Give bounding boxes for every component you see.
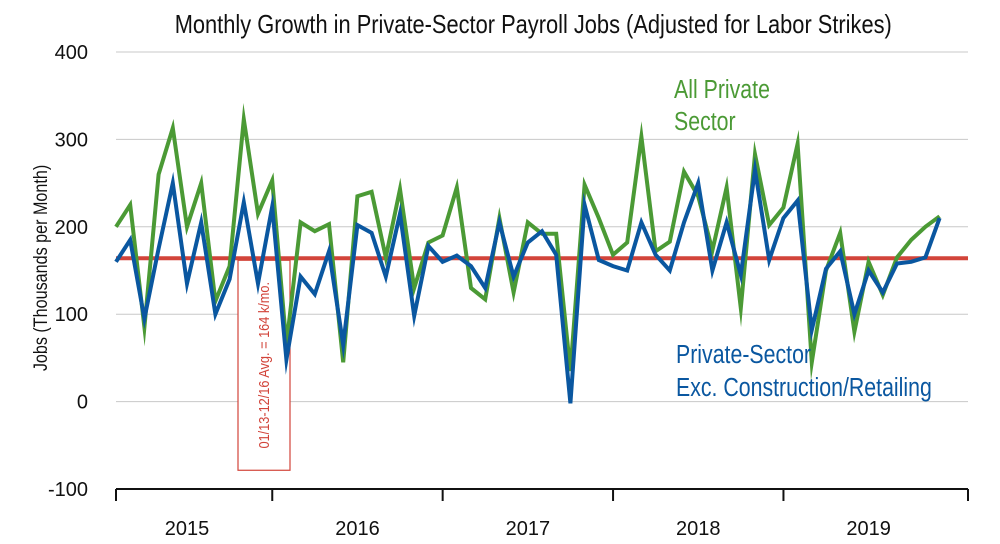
- y-tick-label: -100: [48, 479, 88, 501]
- average-label: 01/13-12/16 Avg. = 164 k/mo.: [255, 282, 272, 449]
- all-private-label-line2: Sector: [674, 107, 736, 137]
- all-private-label-line1: All Private: [674, 75, 770, 105]
- reference-line: 01/13-12/16 Avg. = 164 k/mo.: [116, 256, 968, 471]
- private-exc-label-line1: Private-Sector: [676, 340, 811, 370]
- x-axis: 2015 2016 2017 2018 2019: [115, 488, 969, 540]
- private-sector-exc-line: [114, 156, 942, 404]
- y-axis-label: Jobs (Thousands per Month): [30, 165, 52, 371]
- y-tick-label: 200: [55, 217, 88, 239]
- y-tick-label: 100: [55, 304, 88, 326]
- y-tick-label: 0: [77, 392, 88, 414]
- x-tick-label: 2017: [506, 518, 551, 540]
- x-tick-label: 2019: [846, 518, 891, 540]
- series-lines: [114, 102, 942, 404]
- x-tick-label: 2016: [335, 518, 380, 540]
- y-tick-label: 400: [55, 42, 88, 64]
- private-exc-label-line2: Exc. Construction/Retailing: [676, 373, 932, 403]
- y-tick-label: 300: [55, 129, 88, 151]
- x-tick-label: 2015: [165, 518, 210, 540]
- y-tick-labels: 400 300 200 100 0 -100: [48, 42, 88, 501]
- chart-title: Monthly Growth in Private-Sector Payroll…: [175, 10, 892, 39]
- x-tick-label: 2018: [676, 518, 721, 540]
- all-private-sector-line: [114, 102, 941, 381]
